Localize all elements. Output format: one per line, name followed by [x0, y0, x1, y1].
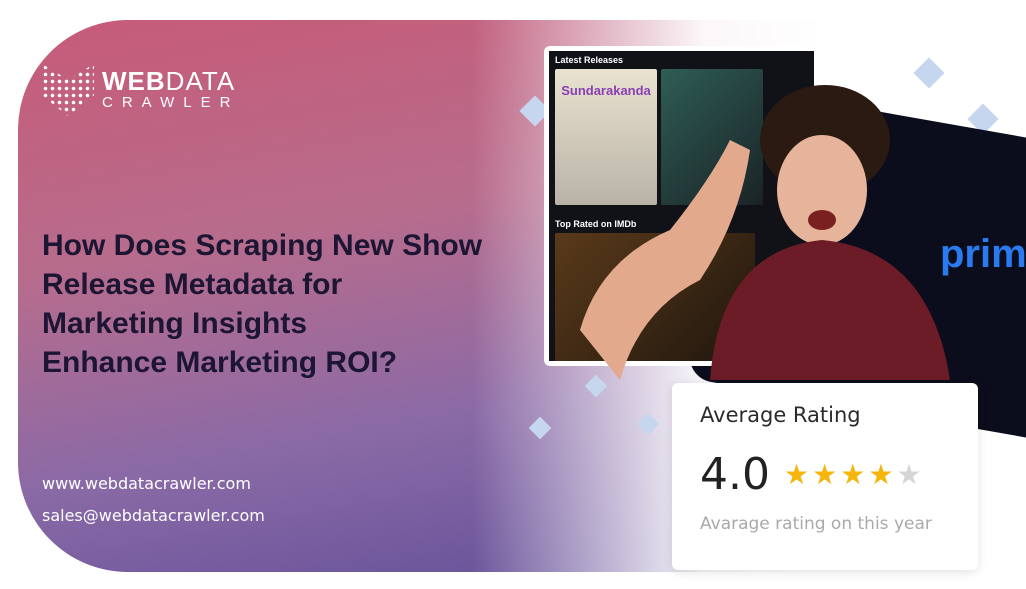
- star-empty-icon: ★: [896, 459, 922, 490]
- star-filled-icon: ★: [840, 459, 866, 490]
- headline-line: How Does Scraping New Show: [42, 229, 483, 262]
- logo-tagline: CRAWLER: [102, 94, 240, 111]
- headline: How Does Scraping New Show Release Metad…: [42, 226, 542, 382]
- email-link[interactable]: sales@webdatacrawler.com: [42, 506, 265, 525]
- headline-line: Marketing Insights: [42, 307, 308, 340]
- average-rating-card: Average Rating 4.0 ★ ★ ★ ★ ★ Avarage rat…: [672, 383, 978, 570]
- star-filled-icon: ★: [812, 459, 838, 490]
- rating-subtitle: Avarage rating on this year: [700, 514, 932, 534]
- headline-line: Release Metadata for: [42, 268, 343, 301]
- poster-title: Sundarakanda: [561, 83, 651, 98]
- logo-mark-icon: [42, 64, 94, 116]
- star-filled-icon: ★: [783, 459, 810, 490]
- logo: WEBDATA CRAWLER: [42, 64, 239, 116]
- website-link[interactable]: www.webdatacrawler.com: [42, 474, 251, 493]
- logo-text-light: DATA: [165, 66, 236, 96]
- excited-person-image: [580, 85, 950, 380]
- poster: Sundarakanda: [555, 69, 657, 205]
- streaming-app-screenshot: Latest Releases Sundarakanda Top Rated o…: [544, 46, 819, 366]
- rating-value: 4.0: [700, 449, 770, 500]
- section-label: Latest Releases: [555, 55, 624, 65]
- logo-text-bold: WEB: [102, 66, 166, 96]
- rating-title: Average Rating: [700, 403, 861, 427]
- star-filled-icon: ★: [868, 459, 894, 490]
- section-label: Top Rated on IMDb: [555, 219, 637, 229]
- headline-line: Enhance Marketing ROI?: [42, 346, 398, 379]
